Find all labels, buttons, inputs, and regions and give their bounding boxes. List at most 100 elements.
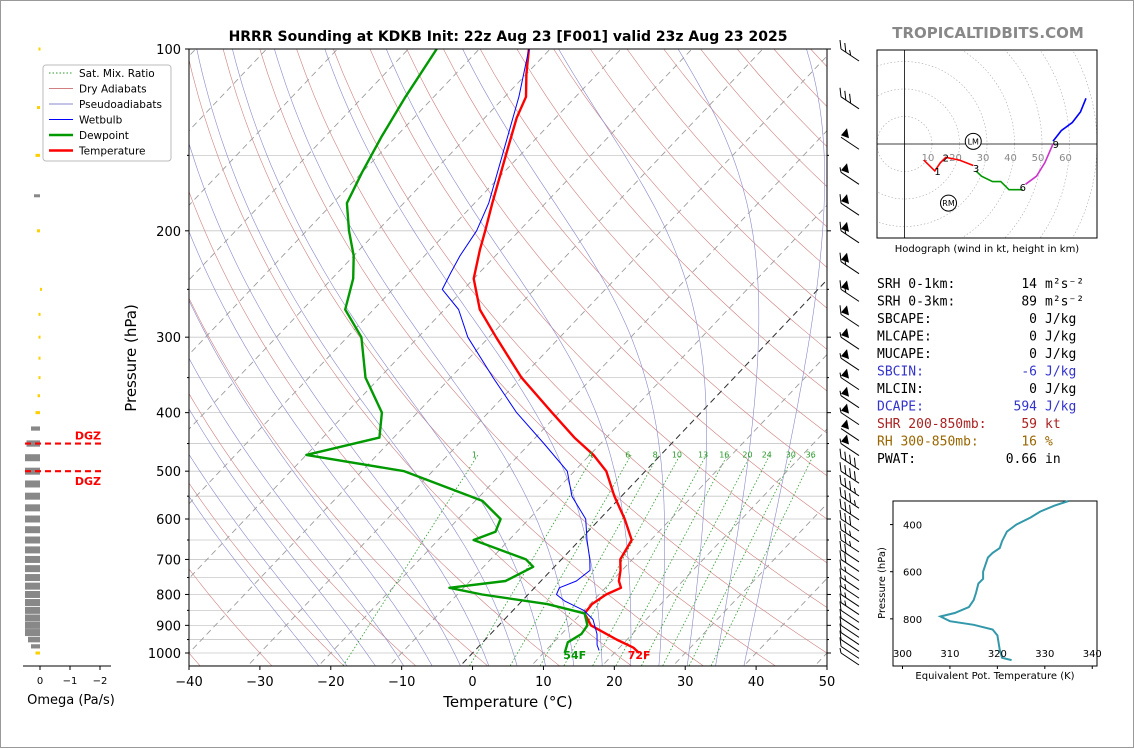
skewt-frame bbox=[188, 48, 828, 667]
barb-half bbox=[844, 584, 847, 590]
hodo-marker-circle bbox=[964, 132, 982, 150]
barb-half bbox=[839, 332, 842, 338]
wind-barb bbox=[839, 637, 860, 659]
surface-dewpoint-label: 54F bbox=[563, 649, 586, 662]
hodo-ring-label: 50 bbox=[1032, 153, 1045, 164]
barb-full bbox=[839, 520, 842, 530]
mix-ratio-line bbox=[592, 454, 707, 666]
x-tick-label: −40 bbox=[175, 675, 202, 690]
barb-staff bbox=[840, 395, 860, 409]
isotherm-line bbox=[1, 21, 9, 678]
x-tick-label: 20 bbox=[606, 675, 623, 690]
barb-pennant bbox=[841, 368, 849, 379]
mix-ratio-label: 10 bbox=[672, 450, 682, 459]
y-tick-label: 200 bbox=[156, 225, 181, 240]
wind-barb bbox=[839, 608, 860, 631]
barb-full bbox=[839, 630, 842, 640]
barb-full bbox=[844, 501, 847, 511]
barb-half bbox=[844, 566, 847, 572]
pseudoadiabat bbox=[558, 49, 707, 666]
barb-staff bbox=[840, 645, 860, 659]
theta-e-x-tick-label: 300 bbox=[893, 649, 912, 660]
index-value: 0 bbox=[1029, 382, 1037, 397]
omega-bar bbox=[25, 555, 40, 563]
barb-full bbox=[839, 559, 842, 569]
barb-full bbox=[844, 523, 847, 533]
barb-full bbox=[839, 568, 842, 578]
barb-full bbox=[844, 512, 847, 523]
index-unit: J/kg bbox=[1045, 400, 1076, 415]
hodo-trace bbox=[1052, 97, 1087, 142]
omega-tick-label: 0 bbox=[37, 676, 43, 687]
wind-barb bbox=[840, 419, 860, 441]
dry-adiabat bbox=[810, 49, 827, 68]
y-tick-label: 1000 bbox=[148, 647, 181, 662]
skewt-panel: 1 4 6 8 10 13 16 20 24 30 36 −40 −30 −20 −10 0 10 20 30 40… bbox=[1, 21, 860, 711]
isotherm-line bbox=[246, 55, 827, 666]
hodo-height-label: 3 bbox=[973, 164, 979, 175]
dry-adiabat bbox=[516, 49, 827, 392]
omega-bar bbox=[25, 526, 40, 534]
dry-adiabat bbox=[189, 568, 273, 666]
index-value: -6 bbox=[1021, 365, 1037, 380]
pseudoadiabat bbox=[189, 453, 348, 666]
x-tick-label: −20 bbox=[317, 675, 344, 690]
barb-full bbox=[839, 305, 842, 315]
index-value: 16 bbox=[1021, 435, 1037, 450]
wind-barb bbox=[839, 520, 860, 543]
isotherm-line bbox=[530, 353, 827, 666]
x-axis-label: Temperature (°C) bbox=[442, 693, 572, 711]
x-tick-label: 30 bbox=[677, 675, 694, 690]
theta-e-x-tick-label: 310 bbox=[940, 649, 959, 660]
index-name: SBCIN: bbox=[877, 365, 924, 380]
pseudoadiabat bbox=[462, 49, 665, 666]
omega-tick-label: −1 bbox=[63, 676, 78, 687]
barb-half bbox=[839, 167, 842, 173]
dgz-label: DGZ bbox=[75, 430, 101, 443]
mix-ratio-line bbox=[469, 454, 595, 666]
theta-e-y-tick-label: 600 bbox=[903, 568, 922, 579]
barb-half bbox=[849, 530, 852, 536]
theta-e-panel: 300 310 320 330 340 400 600 800 bbox=[890, 500, 1102, 669]
dry-adiabat bbox=[589, 49, 827, 309]
dry-adiabat bbox=[189, 482, 345, 666]
barb-staff bbox=[840, 171, 860, 185]
omega-bar bbox=[37, 394, 40, 398]
wetbulb-line bbox=[441, 49, 600, 651]
barb-half bbox=[844, 287, 847, 293]
theta-e-y-tick-label: 800 bbox=[903, 615, 922, 626]
dry-adiabat bbox=[189, 297, 489, 666]
barb-full bbox=[849, 504, 852, 514]
barb-staff bbox=[840, 313, 860, 327]
hodo-marker-circle bbox=[940, 194, 957, 212]
barb-staff bbox=[840, 577, 860, 590]
wind-barb bbox=[839, 577, 860, 599]
index-name: SRH 0-3km: bbox=[877, 295, 955, 310]
barb-full bbox=[849, 468, 852, 478]
omega-bar bbox=[25, 599, 40, 607]
barb-full bbox=[839, 252, 842, 262]
barb-pennant bbox=[841, 328, 849, 339]
mix-ratio-line bbox=[688, 454, 795, 666]
barb-staff bbox=[840, 288, 860, 302]
barb-half bbox=[844, 592, 847, 598]
barb-staff bbox=[840, 483, 860, 497]
pseudoadiabat bbox=[677, 49, 760, 666]
index-unit: J/kg bbox=[1045, 365, 1076, 380]
barb-full bbox=[849, 515, 852, 526]
wind-barb bbox=[839, 585, 860, 607]
hodo-trace bbox=[975, 170, 1023, 191]
legend-label: Pseudoadiabats bbox=[79, 99, 162, 111]
omega-bar bbox=[25, 467, 40, 475]
wind-barb bbox=[840, 128, 860, 150]
isotherm-line bbox=[388, 204, 827, 666]
barb-pennant bbox=[841, 194, 849, 205]
barb-full bbox=[839, 221, 842, 231]
barb-full bbox=[839, 487, 842, 497]
isotherm-line bbox=[189, 49, 551, 430]
barb-full bbox=[839, 637, 842, 647]
barb-half bbox=[849, 540, 852, 547]
mix-ratio-label: 24 bbox=[762, 450, 772, 459]
barb-staff bbox=[840, 617, 860, 631]
barb-staff bbox=[840, 602, 860, 615]
